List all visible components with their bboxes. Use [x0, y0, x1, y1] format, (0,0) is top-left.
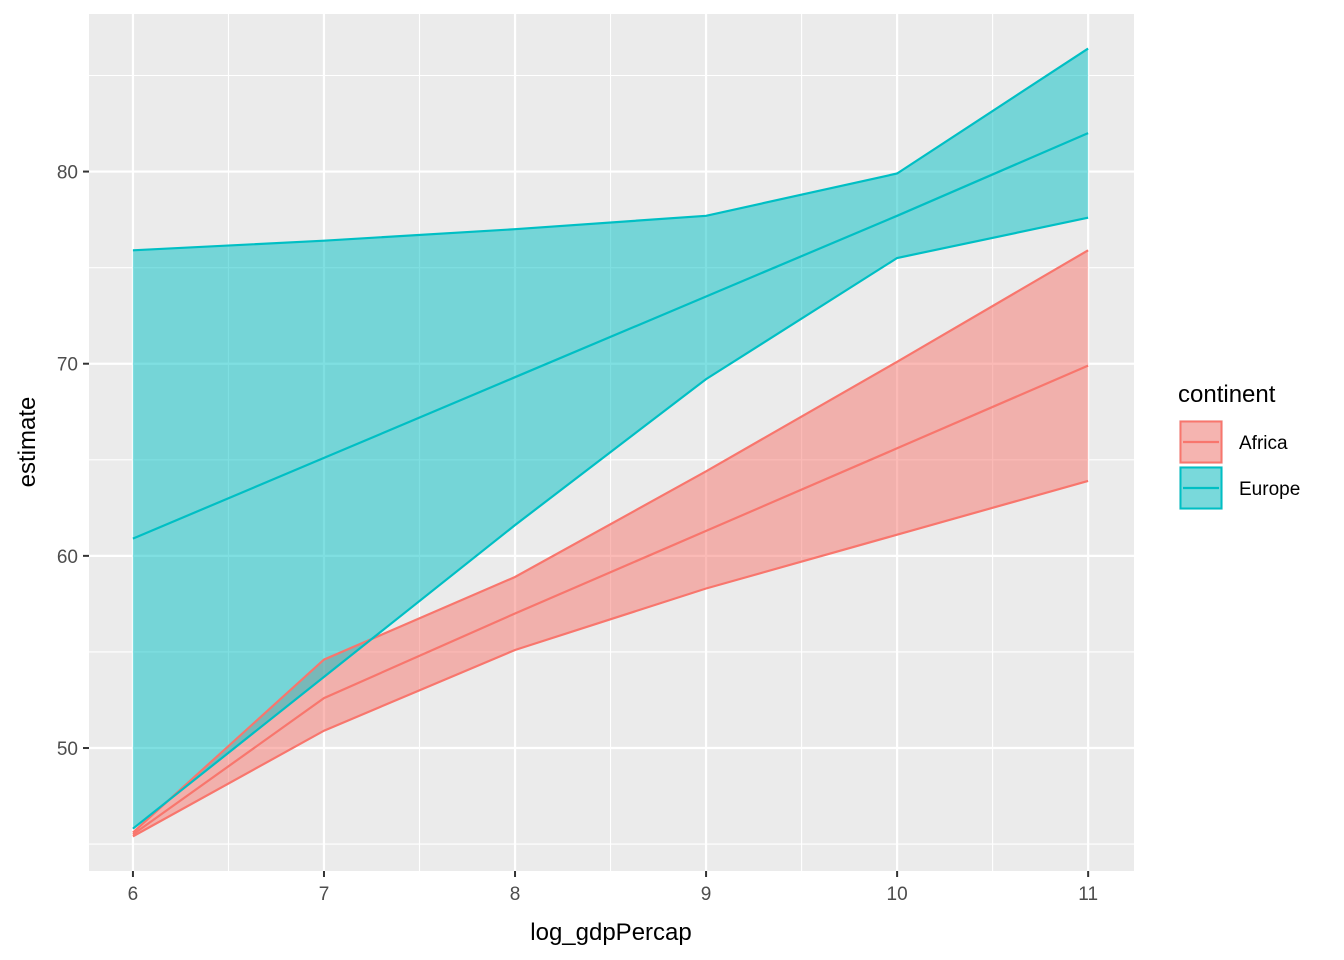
x-tick-label: 8 — [510, 884, 521, 905]
x-tick-label: 9 — [701, 884, 712, 905]
estimate-lines — [132, 47, 1089, 838]
africa-legend-label: Africa — [1239, 433, 1288, 454]
y-tick-label: 60 — [57, 547, 78, 568]
europe-ribbon — [132, 48, 1089, 829]
europe-upper-line — [132, 47, 1089, 252]
europe-lower-line — [132, 216, 1089, 830]
x-tick-label: 6 — [128, 884, 139, 905]
tick-labels: 6 7 8 9 10 11 50 60 70 80 — [57, 163, 1098, 905]
africa-ribbon — [132, 250, 1089, 837]
y-tick-label: 80 — [57, 163, 78, 184]
y-axis-title: estimate — [14, 397, 41, 488]
legend: continent Africa Europe — [1178, 381, 1300, 510]
x-tick-label: 10 — [887, 884, 908, 905]
africa-estimate-line — [132, 364, 1089, 836]
axis-ticks — [83, 170, 1090, 877]
y-tick-label: 70 — [57, 355, 78, 376]
europe-legend-label: Europe — [1239, 479, 1300, 500]
ribbons — [132, 48, 1089, 837]
europe-estimate-line — [132, 132, 1089, 540]
x-tick-label: 7 — [319, 884, 330, 905]
x-tick-label: 11 — [1078, 884, 1098, 905]
africa-lower-line — [132, 479, 1089, 838]
y-tick-label: 50 — [57, 739, 78, 760]
x-axis-title: log_gdpPercap — [530, 919, 691, 946]
legend-title: continent — [1178, 381, 1276, 408]
africa-upper-line — [132, 249, 1089, 834]
